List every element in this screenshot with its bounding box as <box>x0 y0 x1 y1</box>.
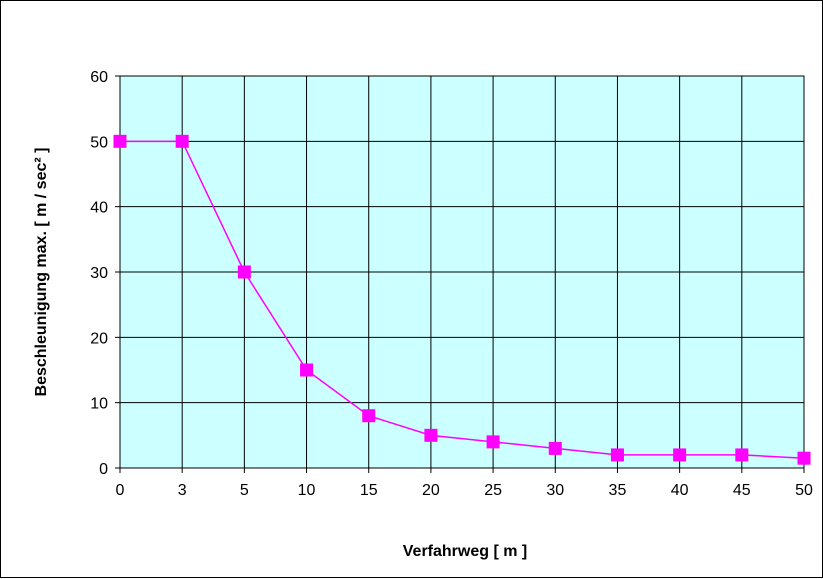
y-tick-label: 60 <box>90 69 108 86</box>
x-tick-label: 45 <box>733 482 751 499</box>
data-point-marker <box>673 448 687 462</box>
x-tick-label: 10 <box>298 482 316 499</box>
data-point-marker <box>362 409 376 423</box>
data-point-marker <box>237 265 251 279</box>
data-point-marker <box>424 428 438 442</box>
data-point-marker <box>735 448 749 462</box>
x-tick-label: 25 <box>484 482 502 499</box>
x-tick-label: 20 <box>422 482 440 499</box>
y-tick-label: 0 <box>99 461 108 478</box>
x-tick-label: 15 <box>360 482 378 499</box>
data-point-marker <box>797 451 811 465</box>
x-tick-label: 0 <box>116 482 125 499</box>
y-axis-title: Beschleunigung max. [ m / sec² ] <box>33 148 50 397</box>
x-tick-label: 50 <box>795 482 813 499</box>
x-tick-label: 35 <box>609 482 627 499</box>
data-point-marker <box>175 134 189 148</box>
y-tick-label: 50 <box>90 134 108 151</box>
y-tick-label: 30 <box>90 265 108 282</box>
y-tick-label: 10 <box>90 396 108 413</box>
x-tick-label: 40 <box>671 482 689 499</box>
data-point-marker <box>610 448 624 462</box>
series-line <box>120 140 805 459</box>
x-tick-label: 3 <box>178 482 187 499</box>
x-tick-label: 30 <box>546 482 564 499</box>
data-point-marker <box>548 441 562 455</box>
data-point-marker <box>113 134 127 148</box>
y-tick-label: 20 <box>90 330 108 347</box>
data-point-marker <box>300 363 314 377</box>
data-markers <box>113 134 811 465</box>
y-tick-label: 40 <box>90 200 108 217</box>
x-axis-title: Verfahrweg [ m ] <box>403 543 527 560</box>
x-tick-label: 5 <box>240 482 249 499</box>
data-point-marker <box>486 435 500 449</box>
